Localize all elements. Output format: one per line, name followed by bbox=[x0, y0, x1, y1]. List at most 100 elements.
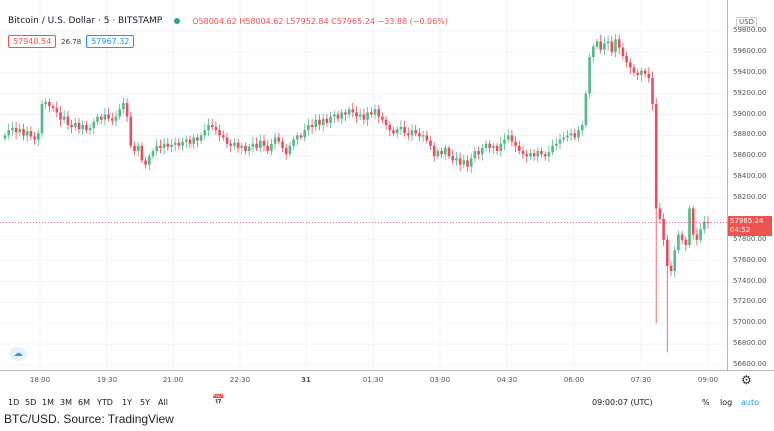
sell-button[interactable]: 57940.54 bbox=[8, 35, 57, 48]
time-axis[interactable] bbox=[0, 370, 774, 371]
candle-body bbox=[321, 118, 325, 125]
candle-body bbox=[666, 239, 669, 266]
calendar-goto-icon[interactable]: 📅 bbox=[212, 395, 225, 406]
candle-body bbox=[33, 136, 36, 140]
clock[interactable]: 09:00:07 (UTC) bbox=[592, 398, 653, 407]
range-button-all[interactable]: All bbox=[158, 398, 168, 407]
candle-body bbox=[199, 135, 203, 141]
percent-toggle[interactable]: % bbox=[702, 398, 710, 407]
candle-body bbox=[70, 124, 73, 128]
buy-button[interactable]: 57967.32 bbox=[86, 35, 135, 48]
candle-body bbox=[210, 124, 214, 128]
tradingview-logo-icon[interactable]: ☁ bbox=[9, 347, 27, 361]
last-price: 57965.24 bbox=[730, 217, 764, 225]
candle-body bbox=[695, 234, 699, 240]
candle-body bbox=[233, 142, 236, 146]
candle-body bbox=[625, 56, 628, 63]
candle-body bbox=[270, 143, 273, 152]
candle-body bbox=[621, 47, 625, 57]
last-price-tag: 57965.24 04:52 bbox=[728, 216, 772, 236]
candle-body bbox=[281, 141, 284, 148]
time-tick-label: 01:30 bbox=[362, 376, 384, 384]
candle-body bbox=[384, 119, 388, 125]
price-tick-label: 59800.00 bbox=[733, 26, 767, 34]
candle-body bbox=[473, 151, 477, 159]
candle-body bbox=[203, 130, 207, 136]
candle-body bbox=[351, 109, 355, 113]
bar-countdown: 04:52 bbox=[730, 226, 751, 234]
range-button-5d[interactable]: 5D bbox=[25, 398, 37, 407]
candle-body bbox=[151, 151, 155, 157]
candle-body bbox=[458, 158, 462, 165]
candle-body bbox=[547, 152, 551, 157]
range-button-1d[interactable]: 1D bbox=[8, 398, 20, 407]
candle-body bbox=[55, 108, 59, 113]
currency-label[interactable]: USD bbox=[736, 17, 757, 27]
candle-body bbox=[440, 151, 443, 155]
candle-body bbox=[540, 151, 543, 155]
candle-body bbox=[395, 129, 399, 134]
candle-body bbox=[148, 156, 151, 165]
range-button-1m[interactable]: 1M bbox=[42, 398, 54, 407]
candle-body bbox=[347, 109, 351, 115]
price-tick-label: 59000.00 bbox=[733, 109, 767, 118]
candle-body bbox=[370, 112, 373, 115]
range-button-5y[interactable]: 5Y bbox=[140, 398, 150, 407]
candle-body bbox=[188, 139, 192, 144]
candle-body bbox=[192, 137, 195, 144]
candle-body bbox=[388, 124, 392, 131]
log-toggle[interactable]: log bbox=[720, 398, 733, 407]
range-button-6m[interactable]: 6M bbox=[78, 398, 90, 407]
candle-body bbox=[333, 114, 336, 117]
candle-body bbox=[251, 143, 255, 147]
candle-body bbox=[488, 143, 491, 148]
candle-body bbox=[181, 141, 184, 146]
candle-body bbox=[236, 142, 240, 148]
candle-body bbox=[74, 122, 77, 128]
price-axis[interactable] bbox=[727, 0, 774, 370]
candle-body bbox=[318, 119, 321, 125]
candle-body bbox=[492, 145, 495, 148]
candle-body bbox=[603, 43, 606, 50]
candle-body bbox=[562, 137, 565, 140]
candle-body bbox=[658, 208, 662, 219]
candle-body bbox=[495, 145, 499, 152]
candle-body bbox=[185, 139, 188, 142]
candle-body bbox=[99, 116, 103, 120]
candle-body bbox=[462, 160, 466, 165]
candle-body bbox=[122, 103, 125, 110]
range-button-ytd[interactable]: YTD bbox=[97, 398, 113, 407]
candle-body bbox=[580, 124, 584, 131]
candle-body bbox=[222, 135, 225, 138]
candle-body bbox=[162, 143, 166, 148]
auto-toggle[interactable]: auto bbox=[741, 398, 760, 407]
time-tick-label: 03:00 bbox=[429, 376, 451, 384]
candle-body bbox=[518, 145, 521, 152]
candle-body bbox=[277, 137, 281, 142]
price-tick-label: 58800.00 bbox=[733, 130, 767, 139]
candle-body bbox=[669, 265, 673, 272]
candle-body bbox=[77, 122, 81, 130]
candle-body bbox=[647, 73, 651, 78]
market-open-icon bbox=[174, 18, 181, 24]
price-chart[interactable] bbox=[0, 0, 727, 370]
candle-body bbox=[421, 135, 425, 137]
symbol-title[interactable]: Bitcoin / U.S. Dollar · 5 · BITSTAMP bbox=[8, 16, 163, 26]
candle-body bbox=[7, 130, 10, 136]
candle-body bbox=[451, 156, 454, 161]
candle-body bbox=[114, 116, 118, 121]
candle-body bbox=[392, 130, 395, 134]
gear-icon[interactable]: ⚙ bbox=[741, 373, 752, 387]
candle-body bbox=[166, 143, 170, 147]
candle-body bbox=[680, 234, 684, 240]
candle-body bbox=[543, 154, 547, 157]
candle-body bbox=[225, 137, 229, 144]
price-tick-label: 58600.00 bbox=[733, 151, 767, 160]
time-tick-label: 21:00 bbox=[162, 376, 184, 384]
range-button-3m[interactable]: 3M bbox=[60, 398, 72, 407]
candle-body bbox=[88, 128, 92, 131]
time-tick-label: 09:00 bbox=[697, 376, 719, 384]
candle-body bbox=[529, 153, 532, 157]
candle-body bbox=[103, 114, 107, 120]
range-button-1y[interactable]: 1Y bbox=[122, 398, 132, 407]
